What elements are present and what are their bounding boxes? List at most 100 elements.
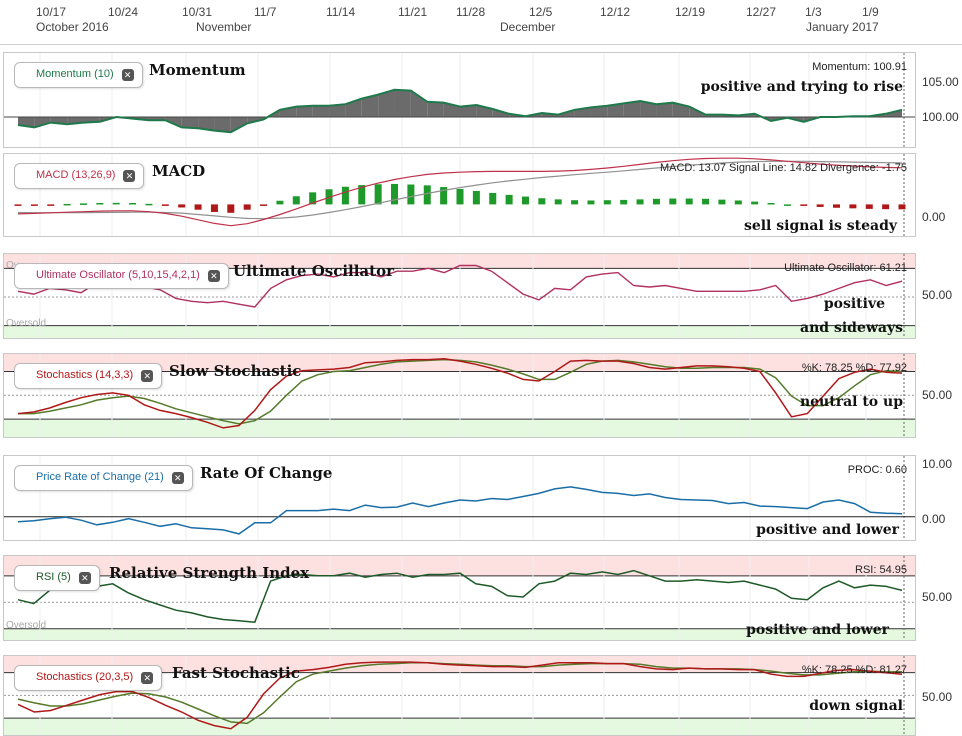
rsi-chip[interactable]: RSI (5) ✕ [14,565,100,591]
y-tick-label: 105.00 [922,75,959,89]
ultimate-oscillator-plot [4,254,915,338]
divergence-bar [194,204,202,210]
macd-plot [14,154,906,236]
divergence-bar [391,183,399,205]
divergence-bar [96,203,104,205]
momentum-area-segment [640,101,657,117]
panel-title: Relative Strength Index [109,564,310,582]
y-tick-label: 0.00 [922,512,946,526]
date-tick: 12/27 [746,5,777,19]
divergence-bar [849,204,857,209]
rsi-panel: Oversold RSI (5) ✕ Relative Strength Ind… [3,555,916,641]
divergence-bar [423,185,431,205]
momentum-area-segment [296,105,313,117]
oversold-zone-label: Oversold [6,318,47,329]
divergence-bar [652,198,660,205]
macd-panel: MACD (13,26,9) ✕ MACD MACD: 13.07 Signal… [3,153,916,237]
close-icon[interactable]: ✕ [141,370,154,382]
month-label: January 2017 [806,20,879,34]
momentum-area-segment [312,105,330,117]
ultimate-oscillator-line [17,264,903,308]
divergence-bar [374,184,382,205]
momentum-area-segment [623,101,641,117]
y-tick-label: 50.00 [922,690,953,704]
divergence-bar [882,204,890,210]
momentum-area-segment [607,103,624,117]
fast-stochastic-chip[interactable]: Stochastics (20,3,5) ✕ [14,665,163,691]
panel-title: Momentum [149,61,246,79]
date-tick: 12/12 [600,5,631,19]
ultimate-oscillator-chip[interactable]: Ultimate Oscillator (5,10,15,4,2,1) ✕ [14,263,229,289]
momentum-area-segment [34,117,51,128]
divergence-bar [718,199,726,205]
indicator-readout: Ultimate Oscillator: 61.21 [784,262,907,274]
date-tick: 10/31 [182,5,213,19]
date-tick: 1/3 [805,5,822,19]
oversold-zone-label: Oversold [6,620,47,631]
slow-stochastic-plot [4,354,915,437]
divergence-bar [440,187,448,205]
chip-label: Ultimate Oscillator (5,10,15,4,2,1) [36,269,200,281]
close-icon[interactable]: ✕ [141,672,154,684]
divergence-bar [472,190,480,205]
chip-label: Stochastics (20,3,5) [36,671,134,683]
annotation: down signal [809,698,903,714]
close-icon[interactable]: ✕ [123,170,136,182]
divergence-bar [358,185,366,205]
date-tick: 12/19 [675,5,706,19]
divergence-bar [685,198,693,205]
annotation: positive and lower [746,622,889,638]
price-rate-of-change-chip[interactable]: Price Rate of Change (21) ✕ [14,465,193,491]
close-icon[interactable]: ✕ [121,69,134,81]
panel-title: Rate Of Change [200,464,333,482]
momentum-area-segment [198,117,215,131]
divergence-bar [620,199,628,205]
slow-stochastic-panel: Stochastics (14,3,3) ✕ Slow Stochastic %… [3,353,916,438]
divergence-bar [309,192,317,205]
percent-k-line [17,358,903,429]
divergence-bar [456,189,464,205]
divergence-bar [833,204,841,208]
indicator-readout: Momentum: 100.91 [812,61,907,73]
divergence-bar [260,204,268,206]
rsi-line [17,569,903,623]
fast-stochastic-panel: Stochastics (20,3,5) ✕ Fast Stochastic %… [3,655,916,736]
signal-line [17,160,903,220]
panel-title: Fast Stochastic [172,664,300,682]
y-tick-label: 50.00 [922,590,953,604]
divergence-bar [669,198,677,205]
y-tick-label: 100.00 [922,110,959,124]
date-axis: 10/17 10/24 10/31 11/7 11/14 11/21 11/28… [0,0,962,45]
panel-title: MACD [152,162,206,180]
date-tick: 11/28 [456,5,486,19]
momentum-indicator-chip[interactable]: Momentum (10) ✕ [14,62,143,88]
close-icon[interactable]: ✕ [171,472,184,484]
price-rate-of-change-panel: Price Rate of Change (21) ✕ Rate Of Chan… [3,455,916,541]
divergence-bar [734,200,742,205]
annotation: positive and trying to rise [700,79,903,95]
y-tick-label: 50.00 [922,288,953,302]
divergence-bar [210,204,218,212]
slow-stochastic-chip[interactable]: Stochastics (14,3,3) ✕ [14,363,163,389]
divergence-bar [767,203,775,205]
indicator-readout: %K: 78.25 %D: 77.92 [801,362,907,374]
divergence-bar [112,202,120,205]
month-label: October 2016 [36,20,109,34]
close-icon[interactable]: ✕ [207,270,220,282]
momentum-area-segment [378,89,395,117]
panel-title: Slow Stochastic [169,362,302,380]
proc-line [17,486,903,535]
macd-indicator-chip[interactable]: MACD (13,26,9) ✕ [14,163,145,189]
chip-label: Stochastics (14,3,3) [36,369,134,381]
divergence-bar [276,200,284,205]
divergence-bar [603,200,611,205]
month-label: December [500,20,556,34]
date-tick: 10/24 [108,5,139,19]
close-icon[interactable]: ✕ [78,572,91,584]
divergence-bar [898,204,906,210]
momentum-area-segment [181,117,199,129]
divergence-bar [161,204,169,206]
divergence-bar [129,203,137,205]
divergence-bar [243,204,251,210]
momentum-area-segment [427,101,444,117]
